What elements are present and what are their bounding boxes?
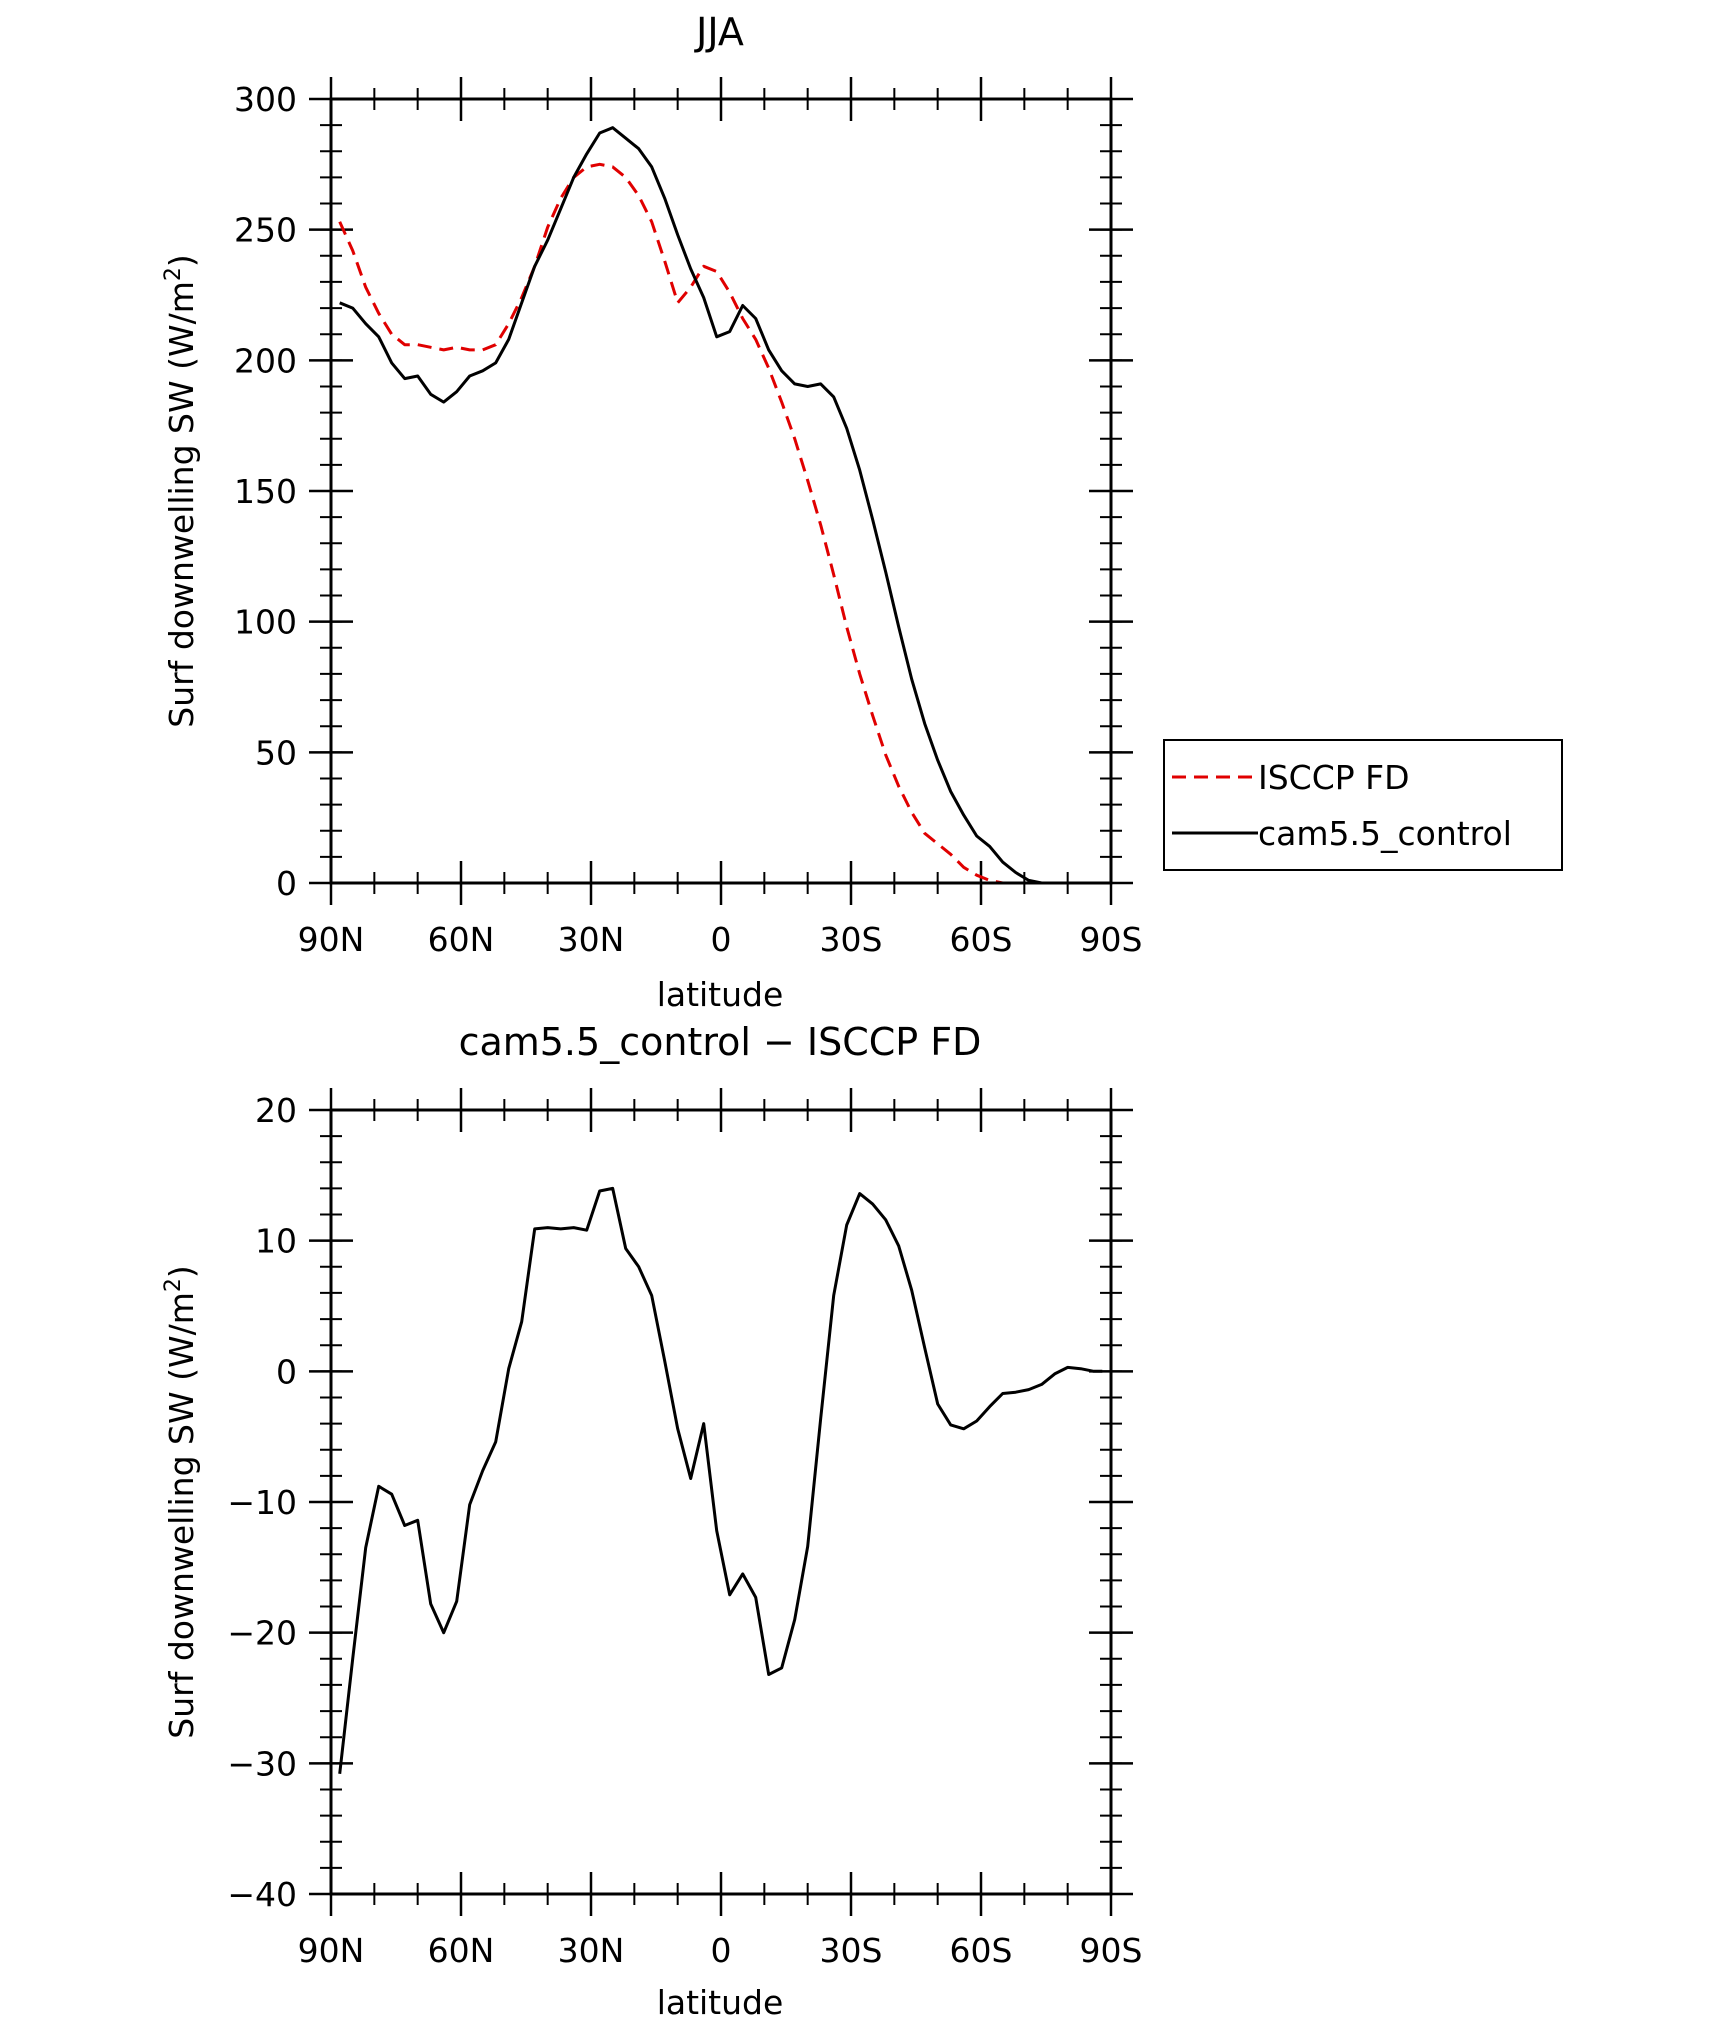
top-tick-marks (309, 77, 1133, 905)
y-tick-label: 10 (255, 1222, 297, 1261)
y-axis-label-superscript: 2 (161, 267, 186, 281)
bottom-y-tick-labels: −40 −30 −20 −10 0 10 20 (227, 1091, 297, 1914)
legend: ISCCP FD cam5.5_control (1163, 739, 1563, 871)
legend-label-isccp: ISCCP FD (1258, 758, 1410, 797)
y-tick-label: 250 (234, 211, 297, 250)
x-axis-label: latitude (657, 1983, 784, 2021)
y-axis-label-superscript: 2 (161, 1278, 186, 1292)
y-tick-label: −10 (227, 1483, 297, 1522)
y-tick-label: 0 (276, 1352, 297, 1391)
y-tick-label: −30 (227, 1744, 297, 1783)
y-tick-label: 0 (276, 864, 297, 903)
x-tick-label: 0 (711, 920, 732, 959)
x-tick-label: 60N (428, 920, 495, 959)
legend-box (1163, 739, 1563, 871)
x-tick-label: 90S (1080, 1931, 1143, 1970)
y-tick-label: 200 (234, 341, 297, 380)
x-tick-label: 30N (558, 1931, 625, 1970)
y-axis-label: Surf downwelling SW (W/m2) (161, 254, 201, 727)
chart-title: cam5.5_control − ISCCP FD (459, 1020, 982, 1064)
x-tick-label: 60N (428, 1931, 495, 1970)
y-axis-label-close: ) (162, 1265, 201, 1278)
y-tick-label: 50 (255, 733, 297, 772)
y-axis-label-text: Surf downwelling SW (W/m (162, 281, 201, 728)
x-tick-label: 60S (950, 920, 1013, 959)
y-axis-label: Surf downwelling SW (W/m2) (161, 1265, 201, 1738)
y-tick-label: 150 (234, 472, 297, 511)
bottom-x-tick-labels: 90N 60N 30N 0 30S 60S 90S (298, 1931, 1143, 1970)
y-tick-label: −20 (227, 1614, 297, 1653)
x-tick-label: 60S (950, 1931, 1013, 1970)
x-tick-label: 90N (298, 920, 365, 959)
bottom-plot-frame (329, 1108, 1113, 1896)
top-x-tick-labels: 90N 60N 30N 0 30S 60S 90S (298, 920, 1143, 959)
chart-bottom-panel: cam5.5_control − ISCCP FD −40 −30 −20 −10 0 1… (161, 1020, 1142, 2021)
y-tick-label: 100 (234, 603, 297, 642)
x-tick-label: 90S (1080, 920, 1143, 959)
x-tick-label: 30S (820, 1931, 883, 1970)
bottom-series-lines (338, 1186, 1103, 1774)
y-axis-label-text: Surf downwelling SW (W/m (162, 1292, 201, 1739)
y-tick-label: 20 (255, 1091, 297, 1130)
x-axis-label: latitude (657, 975, 784, 1014)
chart-title: JJA (694, 10, 744, 54)
series-line-cam5-5-control (339, 126, 1103, 885)
y-tick-label: −40 (227, 1875, 297, 1914)
series-line-isccp-fd (338, 162, 1103, 885)
bottom-tick-marks (309, 1088, 1133, 1916)
top-plot-frame (329, 97, 1113, 885)
top-y-tick-labels: 0 50 100 150 200 250 300 (234, 80, 297, 903)
x-tick-label: 30S (820, 920, 883, 959)
x-tick-label: 90N (298, 1931, 365, 1970)
x-tick-label: 0 (711, 1931, 732, 1970)
y-tick-label: 300 (234, 80, 297, 119)
y-axis-label-close: ) (162, 254, 201, 267)
legend-label-cam: cam5.5_control (1258, 814, 1512, 853)
top-series-lines (338, 126, 1103, 885)
x-tick-label: 30N (558, 920, 625, 959)
series-line-difference (338, 1186, 1103, 1774)
